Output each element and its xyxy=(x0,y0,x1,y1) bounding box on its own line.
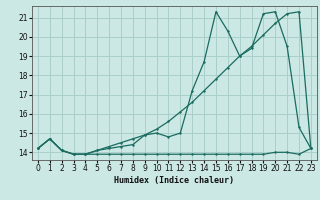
X-axis label: Humidex (Indice chaleur): Humidex (Indice chaleur) xyxy=(115,176,234,185)
